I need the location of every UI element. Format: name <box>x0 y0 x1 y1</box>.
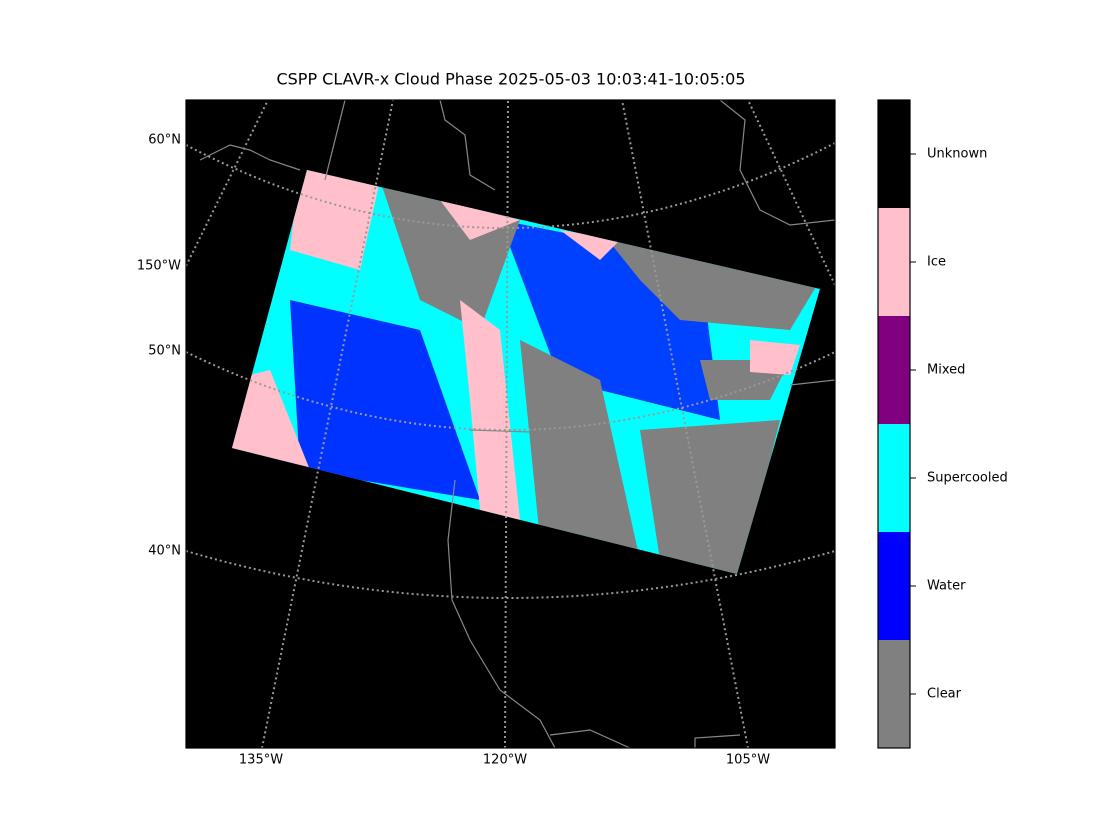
colorbar-label: Ice <box>927 255 946 270</box>
colorbar-segment <box>878 100 910 208</box>
latitude-label: 150°W <box>137 259 181 274</box>
longitude-label: 105°W <box>726 753 770 768</box>
colorbar-frame <box>877 99 911 749</box>
colorbar-segment <box>878 208 910 316</box>
colorbar-label: Unknown <box>927 147 987 162</box>
colorbar-label: Clear <box>927 687 962 702</box>
latitude-label: 40°N <box>148 544 181 559</box>
title: CSPP CLAVR-x Cloud Phase 2025-05-03 10:0… <box>276 70 745 89</box>
colorbar-label: Water <box>927 579 966 594</box>
colorbar-segment <box>878 640 910 748</box>
longitude-label: 120°W <box>483 753 527 768</box>
colorbar-segment <box>878 424 910 532</box>
longitude-label: 135°W <box>239 753 283 768</box>
colorbar-label: Mixed <box>927 363 965 378</box>
colorbar-label: Supercooled <box>927 471 1008 486</box>
latitude-label: 50°N <box>148 344 181 359</box>
colorbar-segment <box>878 316 910 424</box>
colorbar-segment <box>878 532 910 640</box>
map <box>186 100 835 748</box>
latitude-label: 60°N <box>148 133 181 148</box>
